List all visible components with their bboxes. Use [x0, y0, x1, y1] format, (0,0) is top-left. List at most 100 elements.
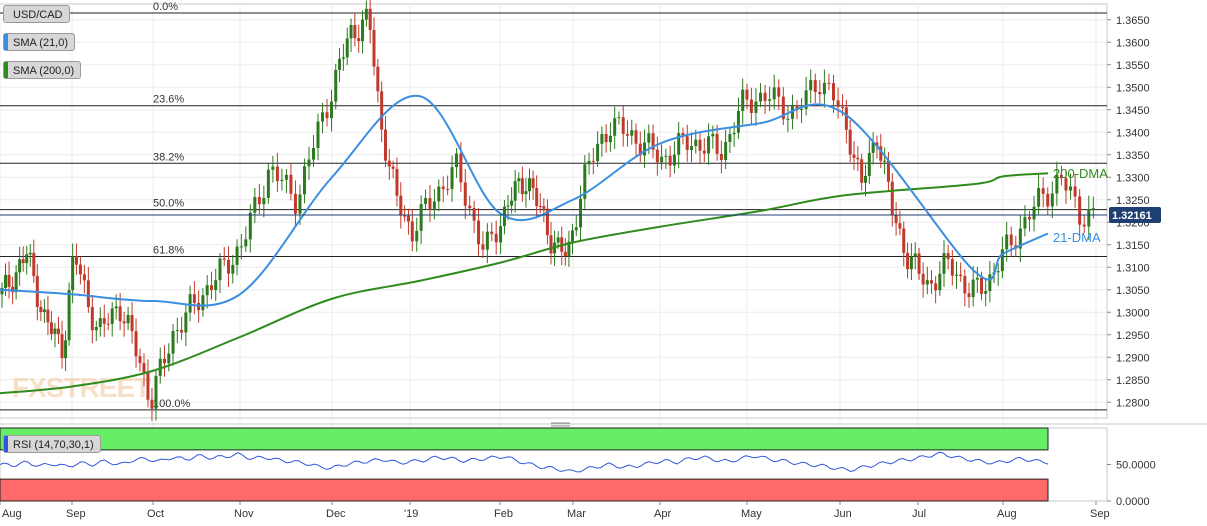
candle-body	[376, 66, 380, 92]
rsi-label: RSI (14,70,30,1)	[13, 439, 94, 451]
candle-body	[372, 29, 376, 67]
x-tick-label: Sep	[1090, 508, 1110, 520]
candle-body	[984, 291, 988, 294]
candle-body	[175, 330, 179, 332]
candle-body	[772, 87, 776, 100]
candle-body	[42, 309, 46, 313]
candle-body	[827, 82, 831, 84]
fib-label: 23.6%	[153, 94, 184, 106]
candle-body	[528, 178, 532, 192]
candle-body	[341, 57, 345, 59]
candle-body	[913, 253, 917, 257]
x-tick-label: Sep	[66, 508, 86, 520]
candle-body	[289, 174, 293, 194]
candle-body	[432, 201, 436, 209]
rsi-line	[0, 451, 1049, 473]
candle-body	[49, 322, 53, 334]
candle-body	[311, 147, 315, 160]
candle-body	[832, 83, 836, 101]
candle-body	[556, 237, 560, 243]
sma200-tag[interactable]: SMA (200,0)	[3, 61, 82, 79]
fib-label: 100.0%	[153, 398, 191, 410]
candle-body	[604, 134, 608, 143]
candle-body	[468, 205, 472, 209]
candle-body	[446, 189, 450, 191]
candle-body	[938, 273, 942, 291]
candle-body	[860, 159, 864, 183]
sma21-label: SMA (21,0)	[13, 37, 69, 49]
candle-body	[18, 259, 22, 273]
candle-body	[996, 271, 1000, 273]
candle-body	[809, 80, 813, 91]
candle-body	[485, 231, 489, 250]
candle-body	[875, 142, 879, 147]
candles	[0, 0, 1095, 421]
candle-body	[98, 318, 102, 327]
y-tick-label: 1.3150	[1116, 240, 1150, 252]
candle-body	[146, 372, 150, 400]
candle-body	[122, 321, 126, 324]
rsi-swatch	[4, 436, 8, 452]
y-tick-label: 1.3400	[1116, 127, 1150, 139]
candle-body	[46, 309, 50, 323]
sma21-tag[interactable]: SMA (21,0)	[3, 33, 76, 51]
candle-body	[574, 227, 578, 231]
x-tick-label: Apr	[654, 508, 671, 520]
candle-body	[600, 134, 604, 144]
candle-body	[78, 264, 82, 275]
candle-body	[625, 133, 629, 136]
symbol-tag[interactable]: USD/CAD	[3, 5, 70, 23]
candle-body	[863, 175, 867, 183]
candle-body	[477, 220, 481, 245]
candle-body	[871, 142, 875, 153]
candle-body	[21, 259, 25, 264]
candle-body	[902, 228, 906, 253]
candle-body	[298, 194, 302, 214]
candle-body	[634, 130, 638, 144]
candle-body	[567, 241, 571, 257]
candle-body	[925, 280, 929, 285]
candle-body	[275, 166, 279, 182]
candle-body	[883, 160, 887, 162]
x-tick-label: Jun	[834, 508, 852, 520]
candle-body	[841, 106, 845, 108]
x-tick-label: Feb	[494, 508, 513, 520]
candle-body	[239, 246, 243, 248]
candle-body	[942, 253, 946, 274]
candle-body	[728, 134, 732, 142]
candle-body	[1046, 193, 1050, 207]
y-tick-label: 1.3500	[1116, 82, 1150, 94]
candle-body	[60, 334, 64, 359]
candle-body	[209, 285, 213, 291]
candle-body	[126, 314, 130, 324]
candle-body	[1027, 217, 1031, 220]
candle-body	[1005, 234, 1009, 250]
candle-body	[472, 208, 476, 221]
candle-body	[768, 99, 772, 101]
candle-body	[138, 356, 142, 364]
candle-body	[971, 279, 975, 298]
x-tick-label: Mar	[567, 508, 586, 520]
candle-body	[707, 136, 711, 154]
candle-body	[419, 204, 423, 231]
candle-body	[4, 274, 8, 288]
candle-body	[781, 96, 785, 120]
candle-body	[490, 231, 494, 234]
candle-body	[959, 274, 963, 277]
rsi-tag[interactable]: RSI (14,70,30,1)	[3, 435, 101, 453]
candle-body	[886, 160, 890, 182]
candle-body	[106, 323, 110, 325]
candle-body	[406, 215, 410, 222]
candle-body	[307, 159, 311, 167]
candle-body	[364, 8, 368, 20]
candle-body	[790, 106, 794, 119]
candle-body	[1041, 188, 1045, 194]
candle-body	[596, 143, 600, 162]
candle-body	[535, 188, 539, 207]
candle-body	[399, 195, 403, 216]
y-tick-label: 1.2850	[1116, 375, 1150, 387]
candle-body	[334, 69, 338, 102]
candle-body	[513, 181, 517, 201]
candle-body	[130, 314, 134, 332]
